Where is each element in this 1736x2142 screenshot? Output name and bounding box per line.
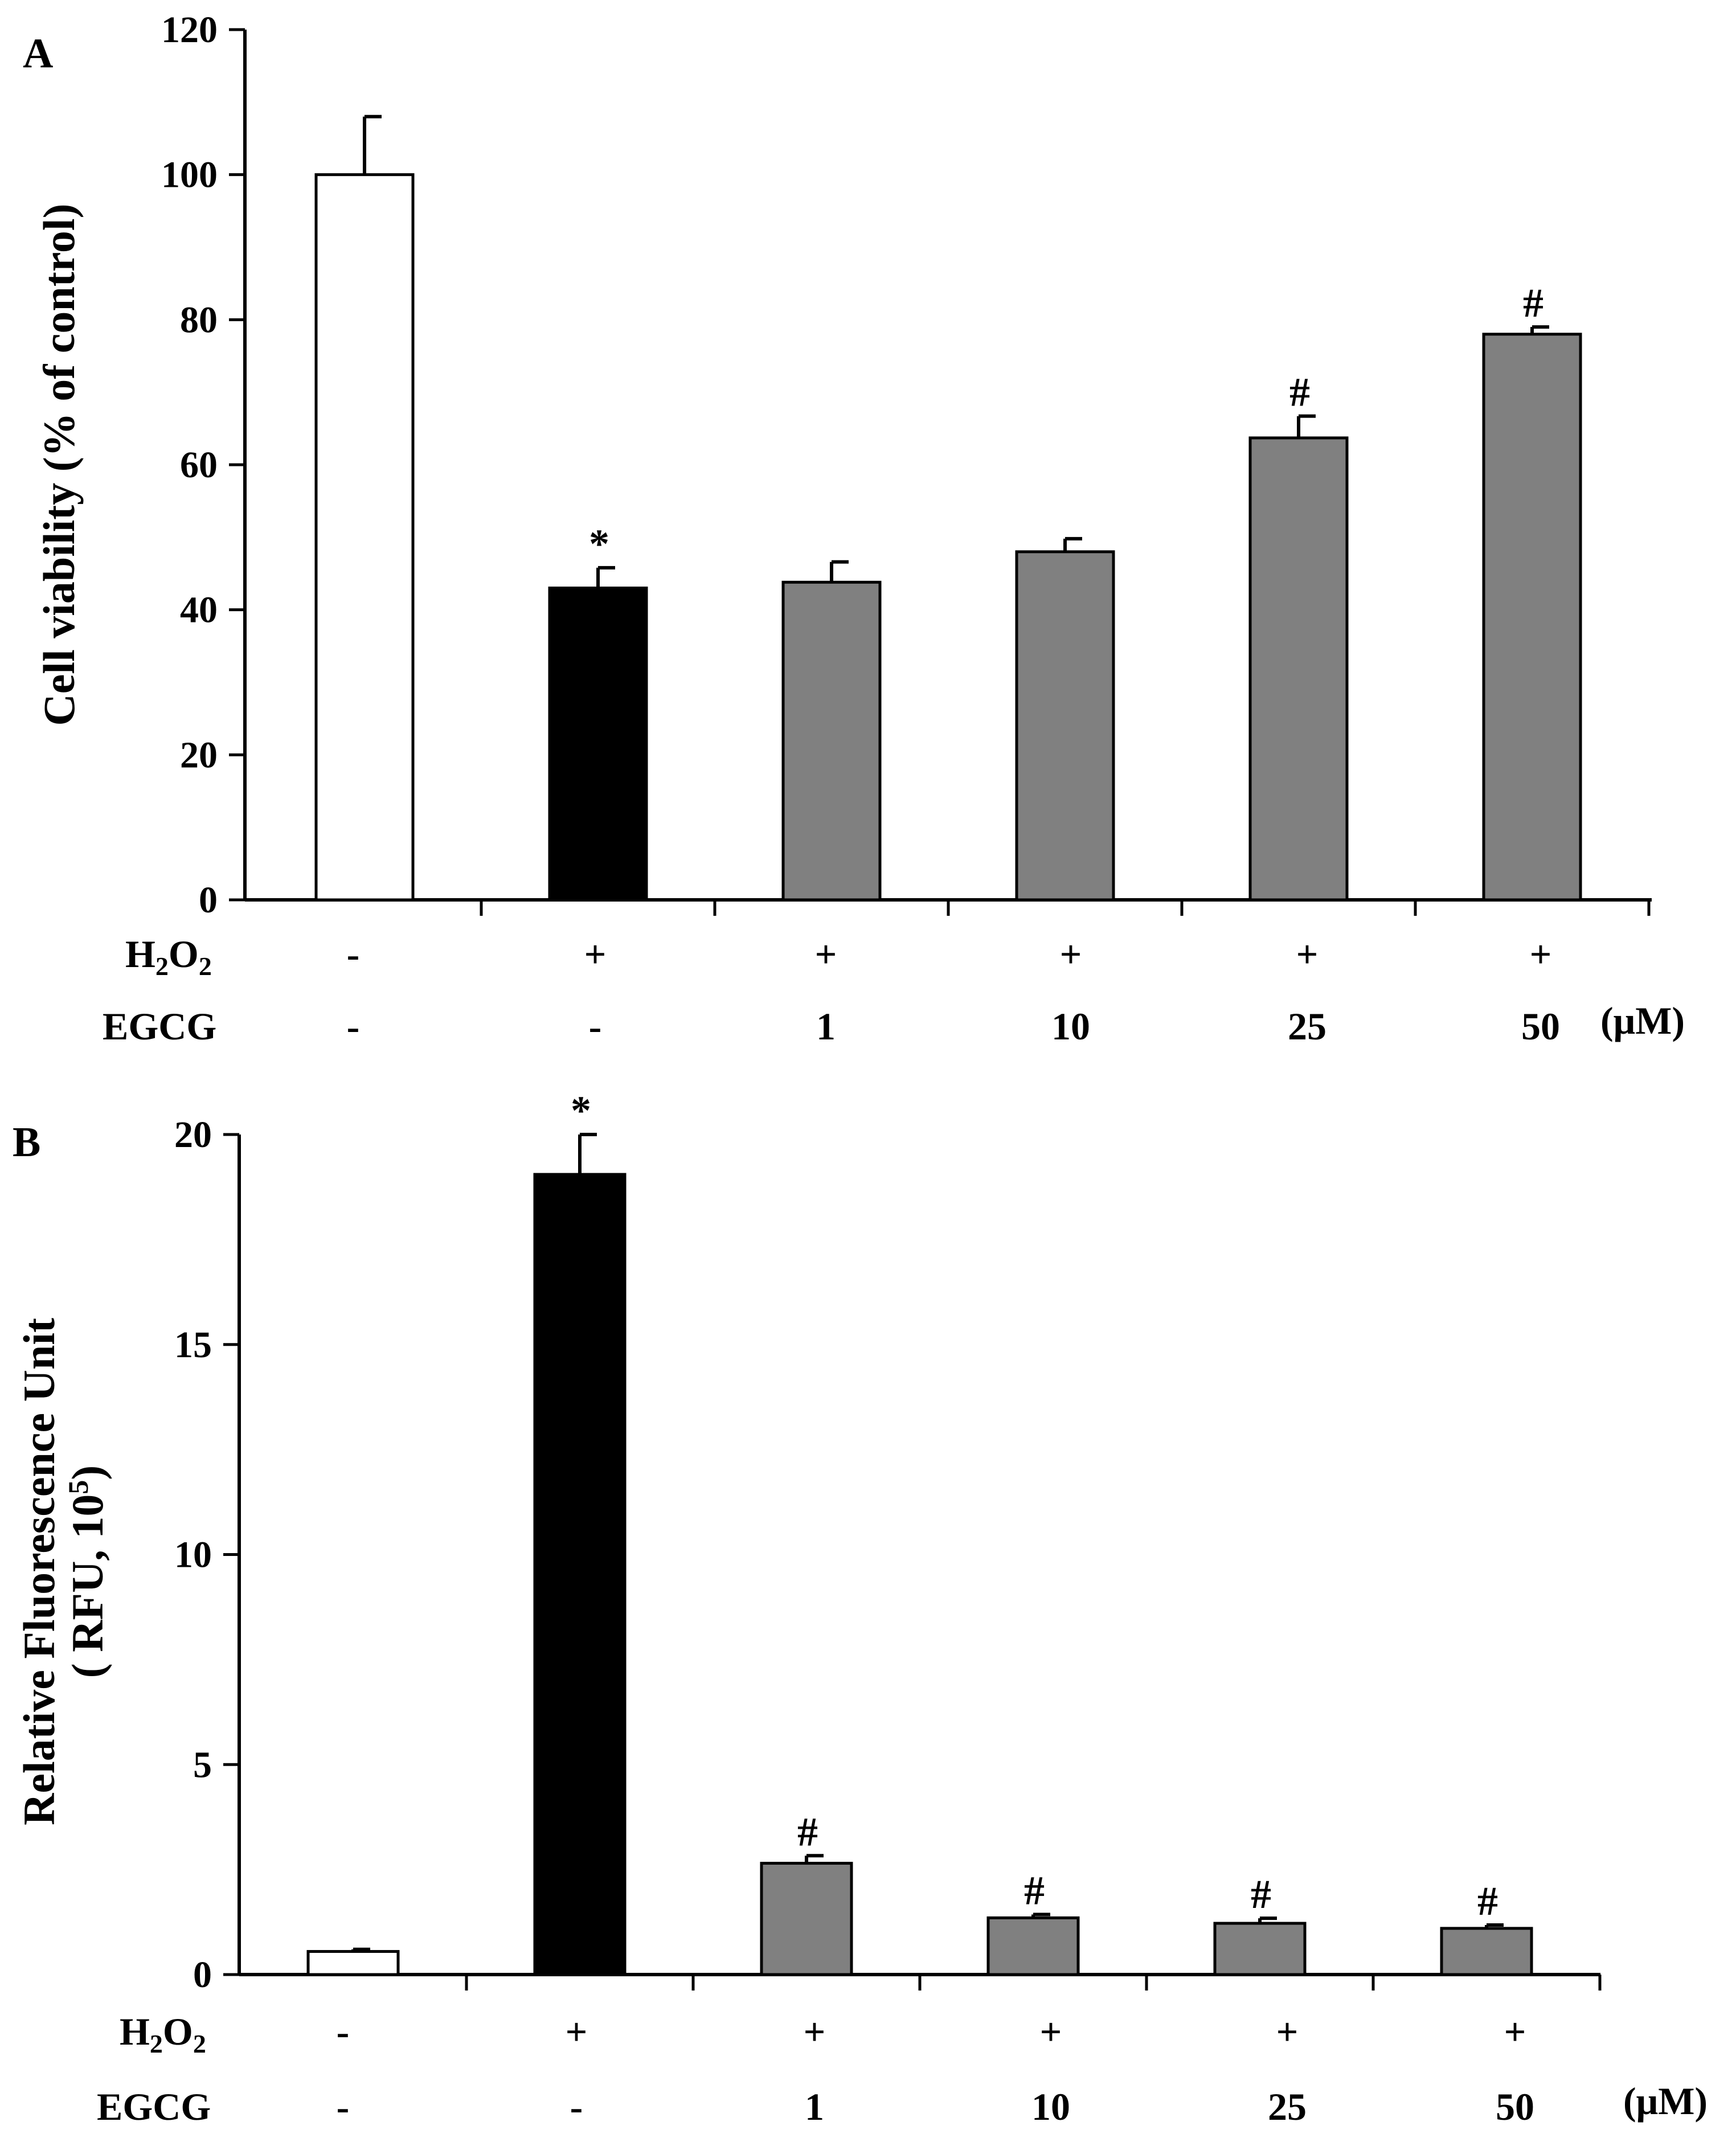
significance-marker: #	[797, 1809, 818, 1854]
condition-label-egcg: EGCG	[97, 2085, 211, 2128]
panel-a: A 0 20 40 60 80 100 120 * # # Cell viability (% of …	[23, 9, 1685, 1048]
bar	[1440, 1927, 1533, 1976]
condition-value: +	[566, 2010, 588, 2053]
significance-marker: #	[1251, 1871, 1271, 1917]
significance-marker: #	[1523, 280, 1543, 326]
condition-value: 10	[1031, 2085, 1070, 2128]
condition-value: +	[815, 932, 837, 976]
condition-value: -	[347, 932, 360, 976]
condition-value: +	[1060, 932, 1082, 976]
condition-value: -	[570, 2085, 583, 2128]
condition-value: -	[337, 2010, 350, 2053]
bar	[314, 173, 415, 902]
panel-b: B 0 5 10 15 20 * # # # # Relative Fluorescence Unit…	[13, 1088, 1708, 2128]
bar	[548, 586, 648, 902]
condition-label-egcg: EGCG	[103, 1005, 216, 1048]
condition-value: 25	[1268, 2085, 1307, 2128]
condition-value: 1	[805, 2085, 824, 2128]
condition-value: 50	[1521, 1005, 1560, 1048]
condition-value: +	[804, 2010, 826, 2053]
significance-marker: *	[589, 521, 609, 567]
y-tick-label: 80	[180, 299, 218, 341]
bar	[1248, 436, 1349, 902]
condition-value: +	[1296, 932, 1319, 976]
y-tick-label: 40	[180, 589, 218, 631]
condition-label-h2o2: H2O2	[125, 932, 212, 981]
bar	[781, 580, 882, 902]
bar	[1213, 1922, 1307, 1976]
condition-value: +	[1530, 932, 1552, 976]
y-axis-label: Cell viability (% of control)	[34, 203, 84, 726]
bar	[1015, 550, 1115, 902]
y-tick-label: 0	[199, 879, 218, 921]
y-tick-label: 5	[193, 1744, 212, 1785]
condition-value: 50	[1496, 2085, 1534, 2128]
y-tick-label: 10	[174, 1534, 212, 1576]
y-tick-label: 60	[180, 444, 218, 486]
unit-label: (μM)	[1623, 2079, 1708, 2123]
bar	[1482, 333, 1582, 902]
significance-marker: *	[571, 1088, 591, 1133]
condition-value: -	[347, 1005, 360, 1048]
condition-label-h2o2: H2O2	[120, 2010, 206, 2058]
condition-value: +	[584, 932, 607, 976]
y-axis-label-line1: Relative Fluorescence Unit	[14, 1318, 64, 1825]
y-tick-label: 100	[161, 154, 218, 196]
bar	[760, 1862, 853, 1976]
y-tick-label: 20	[180, 734, 218, 776]
bar	[306, 1949, 400, 1976]
significance-marker: #	[1024, 1868, 1045, 1914]
condition-value: 10	[1051, 1005, 1090, 1048]
bar	[986, 1916, 1080, 1976]
condition-value: 25	[1288, 1005, 1326, 1048]
condition-value: 1	[816, 1005, 836, 1048]
significance-marker: #	[1289, 370, 1310, 415]
condition-value: -	[589, 1005, 602, 1048]
y-tick-label: 0	[193, 1954, 212, 1996]
y-tick-label: 120	[161, 9, 218, 51]
panel-label: B	[13, 1119, 40, 1166]
y-tick-label: 15	[174, 1324, 212, 1366]
condition-value: +	[1504, 2010, 1526, 2053]
unit-label: (μM)	[1600, 999, 1685, 1042]
y-tick-label: 20	[174, 1114, 212, 1156]
condition-value: -	[337, 2085, 350, 2128]
panel-label: A	[23, 30, 53, 77]
bar	[533, 1173, 627, 1976]
condition-value: +	[1276, 2010, 1299, 2053]
condition-value: +	[1040, 2010, 1062, 2053]
y-axis-label-line2: ( RFU, 105)	[62, 1465, 112, 1678]
significance-marker: #	[1477, 1878, 1498, 1924]
